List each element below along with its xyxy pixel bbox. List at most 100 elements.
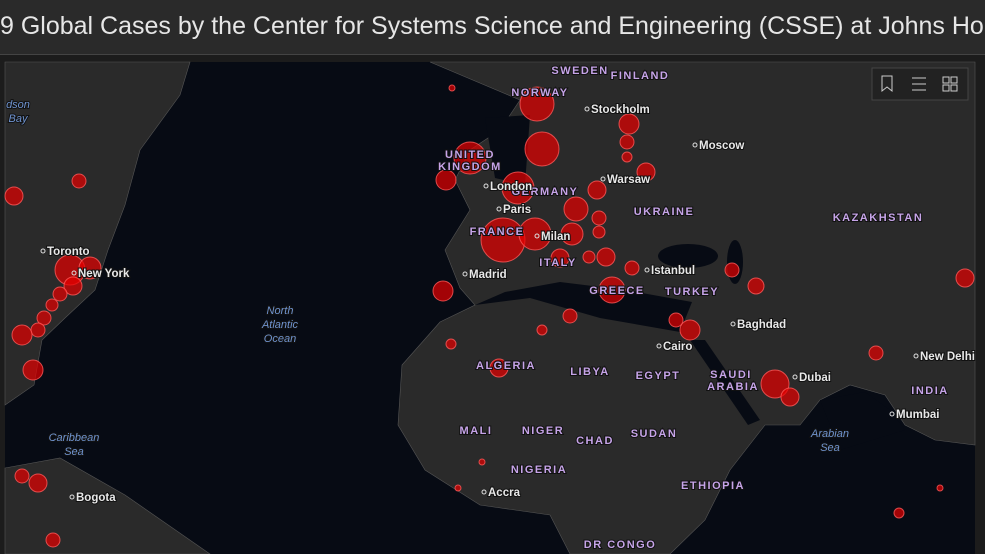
case-circle xyxy=(524,131,560,167)
country-label: NIGER xyxy=(522,425,564,437)
country-label: DR CONGO xyxy=(584,539,657,551)
case-circle xyxy=(63,276,83,296)
city-label: Paris xyxy=(503,204,531,216)
case-circle xyxy=(4,186,24,206)
header: 9 Global Cases by the Center for Systems… xyxy=(0,0,985,55)
list-icon[interactable] xyxy=(912,77,926,91)
case-circle xyxy=(893,507,905,519)
case-circle xyxy=(582,250,596,264)
city-label: Istanbul xyxy=(651,265,695,277)
case-circle xyxy=(560,222,584,246)
country-label: ITALY xyxy=(539,257,576,269)
water-label: Atlantic xyxy=(261,319,299,331)
city-label: Accra xyxy=(488,487,521,499)
case-circle xyxy=(868,345,884,361)
country-label: GREECE xyxy=(589,285,644,297)
case-circle xyxy=(747,277,765,295)
water-label: dson xyxy=(6,99,30,111)
case-circle xyxy=(587,180,607,200)
city-dot xyxy=(692,142,698,148)
city-dot xyxy=(69,494,75,500)
case-circle xyxy=(636,162,656,182)
country-label: FINLAND xyxy=(611,70,670,82)
case-circle xyxy=(668,312,684,328)
city-dot xyxy=(481,489,487,495)
country-label: SUDAN xyxy=(631,428,678,440)
country-label: TURKEY xyxy=(665,286,719,298)
case-circle xyxy=(679,319,701,341)
city-label: Madrid xyxy=(469,269,507,281)
city-label: Milan xyxy=(541,231,570,243)
country-label: NIGERIA xyxy=(511,464,567,476)
country-label: LIBYA xyxy=(570,366,610,378)
city-dot xyxy=(889,411,895,417)
case-circle xyxy=(598,276,626,304)
city-dot xyxy=(730,321,736,327)
country-label: NORWAY xyxy=(511,87,568,99)
case-circle xyxy=(480,217,526,263)
city-label: Bogota xyxy=(76,492,116,504)
case-circle xyxy=(45,298,59,312)
case-circle xyxy=(454,484,462,492)
country-label: CHAD xyxy=(576,435,614,447)
case-circle xyxy=(592,225,606,239)
case-circle xyxy=(22,359,44,381)
case-circle xyxy=(71,173,87,189)
city-label: Dubai xyxy=(799,372,831,384)
case-circle xyxy=(955,268,975,288)
bookmark-icon[interactable] xyxy=(881,75,893,93)
water-label: Arabian xyxy=(810,428,849,440)
water-label: Ocean xyxy=(264,333,296,345)
case-circle xyxy=(618,113,640,135)
city-dot xyxy=(656,343,662,349)
city-dot xyxy=(462,271,468,277)
case-circle xyxy=(14,468,30,484)
city-label: Moscow xyxy=(699,140,744,152)
toolbar xyxy=(871,67,969,101)
city-label: Mumbai xyxy=(896,409,939,421)
seas xyxy=(475,115,905,450)
case-circle xyxy=(591,210,607,226)
header-title: 9 Global Cases by the Center for Systems… xyxy=(0,12,985,40)
case-circle xyxy=(518,217,552,251)
city-label: Stockholm xyxy=(591,104,650,116)
case-circle xyxy=(619,134,635,150)
country-label: SWEDEN xyxy=(551,65,608,77)
case-circle xyxy=(760,369,790,399)
country-label: UNITED xyxy=(445,149,495,161)
city-label: Warsaw xyxy=(607,174,650,186)
case-circle xyxy=(45,532,61,548)
country-label: MALI xyxy=(460,425,493,437)
case-circle xyxy=(501,171,535,205)
case-circle xyxy=(489,358,509,378)
city-dot xyxy=(496,206,502,212)
case-circle xyxy=(448,84,456,92)
city-dot xyxy=(913,353,919,359)
country-label: EGYPT xyxy=(636,370,681,382)
country-label: ETHIOPIA xyxy=(681,480,745,492)
city-label: London xyxy=(490,181,532,193)
grid-icon[interactable] xyxy=(942,76,958,92)
country-label: KINGDOM xyxy=(438,161,502,173)
case-circle xyxy=(435,169,457,191)
case-circle xyxy=(621,151,633,163)
case-circle xyxy=(11,324,33,346)
country-label: INDIA xyxy=(911,385,948,397)
city-label: Cairo xyxy=(663,341,692,353)
case-circle xyxy=(36,310,52,326)
case-circle xyxy=(28,473,48,493)
case-circle xyxy=(445,338,457,350)
case-circle xyxy=(432,280,454,302)
country-label: SAUDI xyxy=(710,369,752,381)
case-circle xyxy=(596,247,616,267)
city-dot xyxy=(584,106,590,112)
city-dot xyxy=(644,267,650,273)
case-circle xyxy=(724,262,740,278)
country-label: KAZAKHSTAN xyxy=(833,212,924,224)
case-circle xyxy=(478,458,486,466)
case-circle xyxy=(453,141,487,175)
country-label: UKRAINE xyxy=(634,206,695,218)
case-circle xyxy=(78,256,102,280)
